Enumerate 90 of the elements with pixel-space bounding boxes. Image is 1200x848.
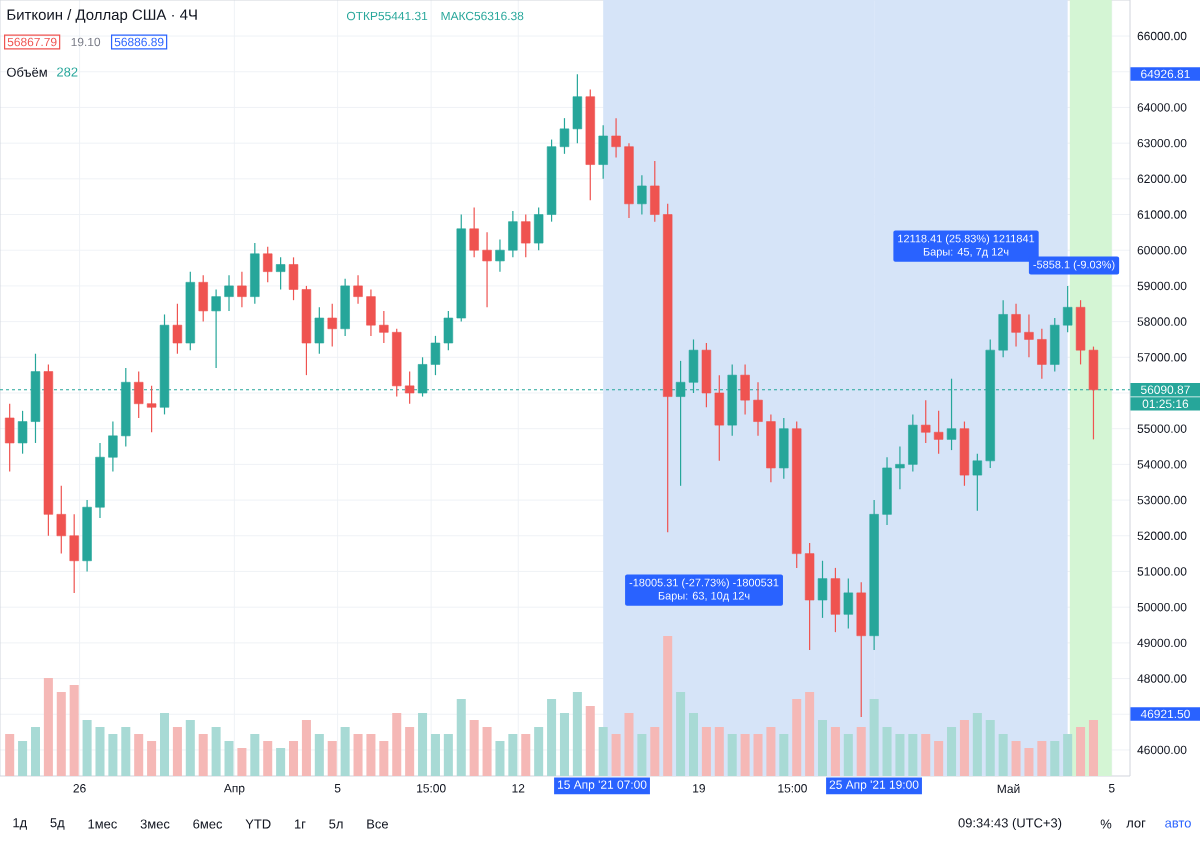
bar	[805, 692, 815, 776]
bar	[921, 734, 931, 776]
bar	[69, 685, 79, 776]
bar	[443, 734, 453, 776]
candlestick	[275, 256, 286, 291]
bar	[250, 734, 260, 776]
bar	[534, 727, 544, 776]
candlestick	[340, 278, 350, 337]
bar	[521, 734, 531, 776]
bar	[418, 713, 428, 776]
bar	[482, 727, 492, 776]
candlestick	[521, 213, 531, 258]
bar	[1088, 720, 1098, 776]
candlestick	[314, 306, 325, 355]
bar	[1050, 741, 1060, 776]
candlestick	[959, 420, 970, 487]
bar	[947, 727, 957, 776]
bar	[30, 727, 40, 776]
candlestick	[843, 578, 854, 630]
bar	[147, 741, 157, 776]
bar	[56, 692, 66, 776]
candlestick	[817, 560, 828, 619]
bar	[688, 713, 699, 776]
bar	[405, 727, 415, 776]
bar	[172, 727, 182, 776]
bar	[676, 692, 686, 776]
bar	[185, 720, 195, 776]
bar	[701, 727, 711, 776]
bar	[508, 734, 518, 776]
bar	[1037, 741, 1047, 776]
bar	[818, 720, 828, 776]
bar	[237, 748, 247, 776]
bar	[559, 713, 569, 776]
bar	[985, 720, 995, 776]
bar	[456, 699, 466, 776]
bar	[224, 741, 234, 776]
bar	[263, 741, 273, 776]
candlestick	[830, 567, 841, 633]
candlestick	[856, 581, 866, 718]
bar	[5, 734, 15, 776]
bar	[327, 741, 337, 776]
candlestick	[198, 274, 208, 323]
bar	[572, 692, 582, 776]
candlestick	[327, 303, 337, 348]
bar	[934, 741, 944, 776]
bar	[637, 734, 647, 776]
bar	[792, 699, 802, 776]
bar	[276, 748, 286, 776]
bar	[121, 727, 131, 776]
bar	[159, 713, 170, 776]
bar	[289, 741, 299, 776]
bar	[650, 727, 660, 776]
bar	[211, 727, 221, 776]
bar	[392, 713, 402, 776]
bar	[340, 727, 350, 776]
bar	[469, 720, 479, 776]
bar	[727, 734, 737, 776]
bar	[843, 734, 853, 776]
candlestick	[637, 174, 647, 216]
candlestick	[250, 242, 260, 305]
candlestick	[237, 271, 247, 308]
bar	[598, 727, 608, 776]
bar	[43, 678, 53, 776]
bar	[830, 727, 840, 776]
bar	[18, 741, 28, 776]
bar	[663, 636, 673, 776]
bar	[547, 699, 557, 776]
bar	[1063, 734, 1073, 776]
bar	[959, 720, 969, 776]
bar	[972, 713, 982, 776]
candlestick	[779, 417, 789, 480]
bar	[301, 720, 311, 776]
bar	[134, 734, 144, 776]
bar	[585, 706, 595, 776]
bar	[495, 741, 505, 776]
bar	[379, 741, 389, 776]
bar	[1076, 727, 1086, 776]
candlestick	[263, 246, 273, 283]
bar	[908, 734, 918, 776]
candlestick	[4, 403, 15, 473]
bar	[869, 699, 879, 776]
candlestick	[598, 124, 608, 180]
bar	[779, 734, 789, 776]
bar	[856, 727, 866, 776]
bar	[198, 734, 208, 776]
bar	[714, 727, 724, 776]
bar	[430, 734, 440, 776]
candlestick	[172, 303, 183, 355]
bar	[998, 734, 1008, 776]
bar	[314, 734, 324, 776]
